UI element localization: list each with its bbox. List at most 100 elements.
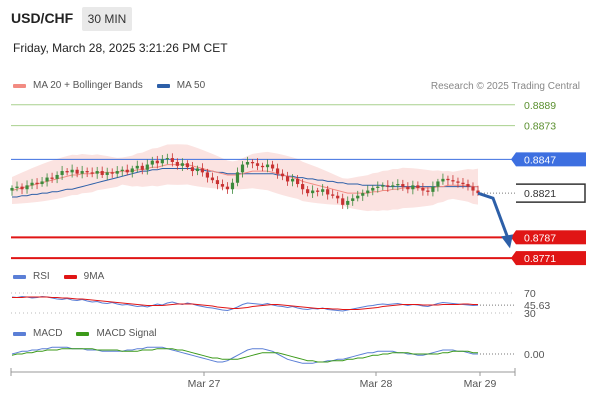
candle-body: [411, 185, 415, 190]
candle-body: [15, 186, 19, 188]
candle-body: [145, 164, 149, 170]
rsi-ma-legend-swatch: [63, 274, 77, 279]
macd-line: [11, 346, 478, 364]
candle-body: [10, 187, 14, 191]
candle-body: [210, 177, 215, 181]
candle-body: [85, 171, 89, 173]
candle-body: [296, 178, 300, 185]
main-legend: MA 20 + Bollinger Bands MA 50: [13, 80, 205, 91]
candle-body: [306, 189, 310, 194]
resistance-label: 0.8889: [524, 100, 556, 112]
candle-body: [60, 171, 64, 175]
candle-body: [265, 164, 270, 168]
candle-body: [456, 181, 460, 183]
candle-body: [20, 186, 24, 190]
datetime-label: Friday, March 28, 2025 3:21:26 PM CET: [13, 41, 228, 55]
candle-body: [180, 163, 184, 166]
candle-body: [75, 169, 79, 174]
candle-body: [70, 169, 74, 173]
candle-body: [406, 186, 410, 190]
x-axis-label: Mar 27: [188, 378, 221, 390]
candle-body: [396, 184, 400, 186]
candle-body: [366, 190, 370, 194]
candle-body: [135, 165, 139, 169]
ma20-line: [11, 164, 478, 194]
x-axis-label: Mar 28: [360, 378, 393, 390]
candle-body: [391, 185, 395, 187]
rsi-level-label: 70: [524, 288, 536, 300]
symbol-title: USD/CHF: [11, 10, 74, 26]
candle-body: [291, 178, 295, 182]
rsi-value-label: 45.63: [524, 300, 550, 312]
candle-body: [386, 185, 390, 187]
candle-body: [341, 198, 345, 205]
candle-body: [250, 161, 255, 164]
candle-body: [376, 186, 380, 188]
candle-body: [371, 187, 375, 191]
candle-body: [441, 178, 445, 182]
candle-body: [150, 160, 154, 165]
candle-body: [65, 171, 69, 173]
rsi-line: [11, 295, 479, 312]
macd-legend: MACD MACD Signal: [13, 328, 156, 339]
timeframe-badge[interactable]: 30 MIN: [82, 7, 132, 31]
candle-body: [351, 198, 355, 201]
macd-signal-line: [11, 348, 478, 363]
rsi-ma-line: [12, 296, 478, 310]
candle-body: [200, 168, 205, 173]
macd-signal-legend-label: MACD Signal: [96, 328, 157, 339]
candle-body: [125, 169, 129, 173]
pivot-label-arrow: [511, 152, 516, 167]
candle-body: [416, 185, 420, 188]
candle-body: [95, 171, 99, 174]
support-label-arrow: [511, 251, 516, 266]
macd-value-label: 0.00: [524, 349, 545, 361]
candle-body: [45, 177, 49, 182]
candle-body: [361, 193, 365, 196]
candle-body: [170, 158, 174, 162]
candle-body: [270, 164, 275, 169]
rsi-level-label: 30: [524, 308, 536, 320]
candle-body: [356, 195, 360, 199]
last-price-label: 0.8821: [524, 188, 556, 200]
candle-body: [446, 178, 450, 181]
candle-body: [436, 181, 440, 187]
candle-body: [245, 161, 250, 165]
research-credit: Research © 2025 Trading Central: [430, 81, 580, 92]
ma50-legend-label: MA 50: [176, 80, 206, 91]
ma50-line: [12, 168, 478, 198]
candle-body: [205, 172, 210, 178]
candle-body: [235, 172, 240, 183]
candle-body: [80, 171, 84, 174]
candle-body: [50, 177, 54, 179]
candle-body: [100, 171, 104, 175]
candle-body: [336, 195, 340, 199]
ma20-legend-swatch: [13, 83, 26, 88]
support-label-box: [516, 251, 586, 266]
candle-body: [326, 189, 330, 195]
candle-body: [421, 187, 425, 191]
candle-body: [321, 189, 325, 192]
candle-body: [155, 160, 159, 164]
candle-body: [285, 176, 290, 182]
candle-body: [115, 171, 119, 174]
candle-body: [401, 184, 405, 187]
candle-body: [130, 168, 134, 173]
candle-body: [190, 167, 194, 172]
candle-body: [426, 190, 430, 192]
candle-body: [140, 165, 144, 170]
candle-body: [275, 168, 280, 174]
macd-signal-legend-swatch: [76, 331, 90, 336]
candle-body: [331, 194, 335, 196]
support-label: 0.8787: [524, 232, 556, 244]
candle-body: [35, 182, 39, 185]
candle-body: [55, 174, 59, 179]
ma20-legend-label: MA 20 + Bollinger Bands: [33, 80, 143, 91]
macd-legend-label: MACD: [33, 328, 63, 339]
pivot-label: 0.8847: [524, 154, 556, 166]
candle-body: [316, 190, 320, 192]
candle-body: [160, 159, 164, 164]
candle-body: [381, 185, 385, 187]
candle-body: [40, 181, 44, 185]
